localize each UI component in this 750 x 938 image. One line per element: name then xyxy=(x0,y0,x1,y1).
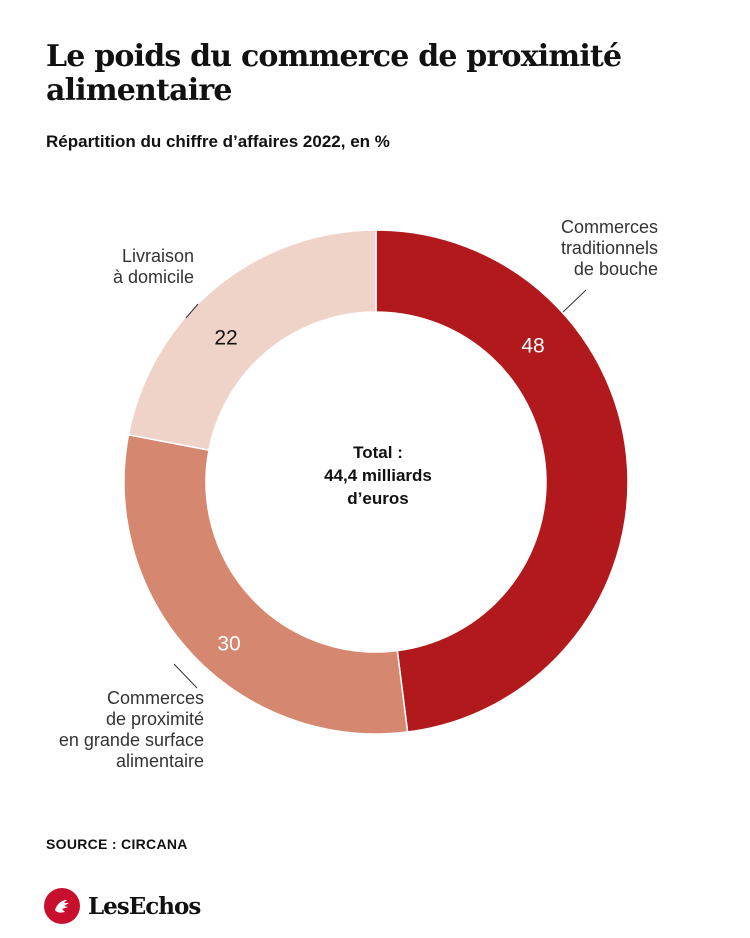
donut-segment xyxy=(123,433,409,735)
segment-label-line: traditionnels xyxy=(561,238,658,258)
segment-label-line: Livraison xyxy=(122,246,194,266)
leader-lines xyxy=(173,289,587,689)
leader-line xyxy=(562,289,587,313)
leader-line xyxy=(173,663,198,689)
segment-label: Livraison à domicile xyxy=(113,246,194,287)
value-labels: 48 30 22 xyxy=(214,327,544,656)
center-label-line: 44,4 milliards xyxy=(324,466,432,485)
leader-line xyxy=(185,303,199,319)
center-label: Total : 44,4 milliards d’euros xyxy=(324,443,432,508)
segment-label-line: alimentaire xyxy=(116,751,204,771)
segment-label-line: en grande surface xyxy=(59,730,204,750)
segment-label: Commerces traditionnels de bouche xyxy=(561,217,658,279)
logo-wordmark: LesEchos xyxy=(88,892,201,920)
segment-label-line: à domicile xyxy=(113,267,194,287)
les-echos-rooster-icon xyxy=(44,888,80,924)
segment-label-line: Commerces xyxy=(561,217,658,237)
donut-segment xyxy=(127,229,377,452)
value-label: 48 xyxy=(521,335,544,358)
chart-subtitle: Répartition du chiffre d’affaires 2022, … xyxy=(46,132,390,151)
center-label-line: d’euros xyxy=(347,489,408,508)
chart-title: Le poids du commerce de proximité alimen… xyxy=(46,39,622,108)
segment-label-line: Commerces xyxy=(107,688,204,708)
value-label: 30 xyxy=(217,633,240,656)
center-label-line: Total : xyxy=(353,443,403,462)
center-total-label: Total : 44,4 milliards d’euros xyxy=(324,443,432,508)
les-echos-logo: LesEchos xyxy=(44,886,201,926)
value-label: 22 xyxy=(214,327,237,350)
source-note: SOURCE : CIRCANA xyxy=(46,836,188,852)
segment-label: Commerces de proximité en grande surface al… xyxy=(59,688,204,771)
donut-segment xyxy=(375,229,629,733)
segment-labels: Commerces traditionnels de boucheCommerces… xyxy=(59,217,658,771)
donut-segments xyxy=(123,229,629,735)
segment-label-line: de proximité xyxy=(106,709,204,729)
segment-label-line: de bouche xyxy=(574,259,658,279)
